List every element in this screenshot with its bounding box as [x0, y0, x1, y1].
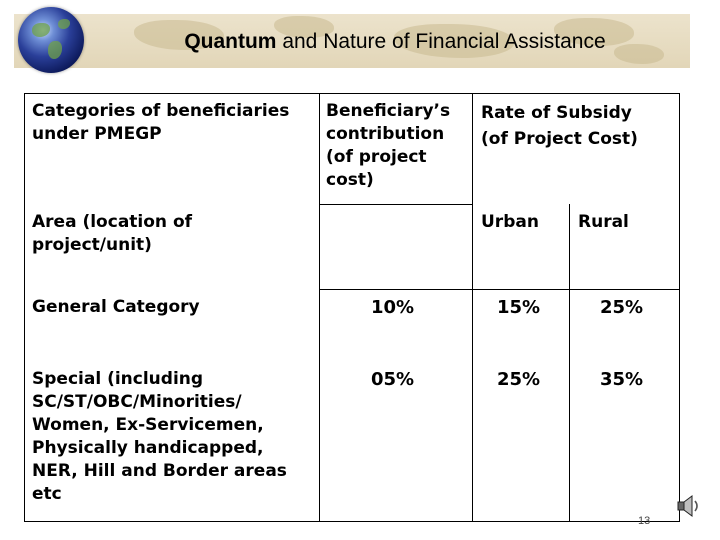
table-rule	[320, 204, 472, 205]
table-border-top	[24, 93, 680, 94]
globe-icon	[18, 7, 84, 73]
map-decoration	[274, 16, 334, 38]
table-border-bottom	[24, 521, 680, 522]
row-special-urban: 25%	[497, 369, 541, 390]
map-decoration	[134, 20, 224, 50]
header-subsidy: Rate of Subsidy (of Project Cost)	[481, 103, 638, 149]
table-border-right	[679, 93, 680, 522]
table-col-divider	[472, 93, 473, 522]
row-general-contribution: 10%	[371, 297, 415, 318]
area-label: Area (location of project/unit)	[32, 212, 193, 255]
table-col-divider	[569, 204, 570, 522]
title-rest: and Nature of Financial Assistance	[276, 30, 606, 53]
table-col-divider	[319, 93, 320, 522]
map-decoration	[394, 24, 514, 58]
title-bold: Quantum	[184, 30, 277, 53]
table-rule	[320, 289, 680, 290]
urban-label: Urban	[481, 212, 539, 232]
row-special-rural: 35%	[600, 369, 644, 390]
page-title: Quantum and Nature of Financial Assistan…	[0, 30, 720, 54]
table-border-left	[24, 93, 25, 522]
map-decoration	[554, 18, 634, 46]
page-number: 13	[638, 515, 651, 527]
header-categories: Categories of beneficiaries under PMEGP	[32, 101, 290, 144]
title-banner	[14, 14, 690, 68]
row-general-category: General Category	[32, 297, 200, 317]
header-contribution: Beneficiary’s contribution (of project c…	[326, 101, 451, 190]
row-general-rural: 25%	[600, 297, 644, 318]
row-general-urban: 15%	[497, 297, 541, 318]
map-decoration	[614, 44, 664, 64]
rural-label: Rural	[578, 212, 629, 232]
row-special-category: Special (including SC/ST/OBC/Minorities/…	[32, 369, 287, 504]
row-special-contribution: 05%	[371, 369, 415, 390]
speaker-icon[interactable]	[676, 492, 702, 520]
